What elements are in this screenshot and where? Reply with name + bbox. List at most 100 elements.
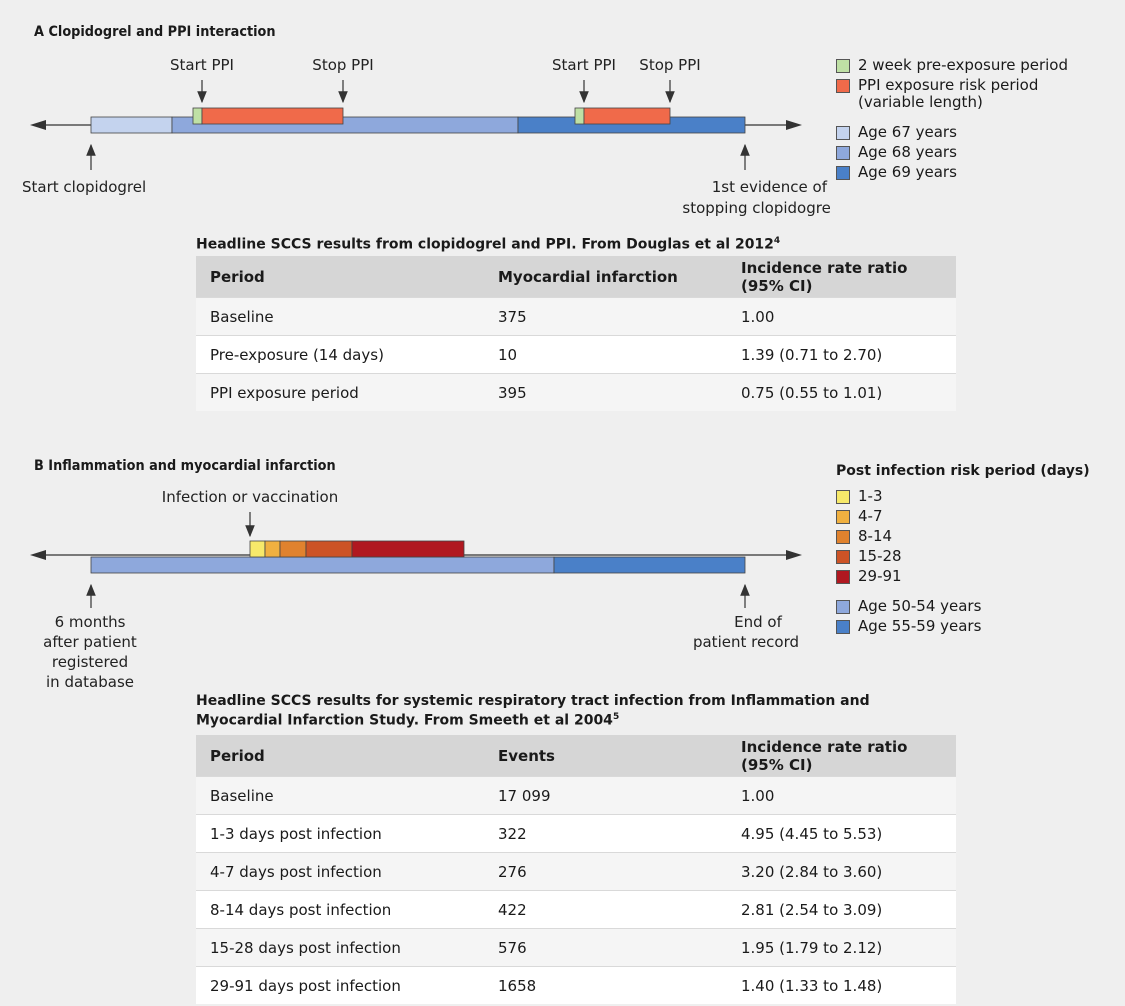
ppi-exposure-bar-2 bbox=[583, 107, 671, 125]
legend-label: Age 68 years bbox=[858, 143, 957, 161]
table-b-title: Headline SCCS results for systemic respi… bbox=[196, 693, 870, 729]
cell-count: 375 bbox=[484, 297, 727, 336]
legend-item-4-7: 4-7 bbox=[836, 505, 1090, 525]
legend-label: 2 week pre-exposure period bbox=[858, 56, 1068, 74]
stop-clopidogrel-label-line1: 1st evidence of bbox=[712, 178, 828, 196]
cell-period: Baseline bbox=[196, 297, 484, 336]
cell-irr: 4.95 (4.45 to 5.53) bbox=[727, 814, 956, 853]
legend-b: Post infection risk period (days) 1-3 4-… bbox=[836, 460, 1090, 635]
infection-label: Infection or vaccination bbox=[162, 488, 338, 506]
col-header-period: Period bbox=[196, 256, 484, 298]
timeline-b: Infection or vaccination 6 months after … bbox=[30, 488, 802, 691]
risk-1-3-swatch bbox=[836, 490, 850, 504]
table-a: Period Myocardial infarction Incidence r… bbox=[196, 256, 956, 411]
start-ppi-1-label: Start PPI bbox=[170, 56, 234, 74]
legend-item-29-91: 29-91 bbox=[836, 565, 1090, 585]
table-row: 15-28 days post infection 576 1.95 (1.79… bbox=[196, 928, 956, 967]
legend-label: 1-3 bbox=[858, 487, 883, 505]
legend-item-15-28: 15-28 bbox=[836, 545, 1090, 565]
table-header-row: Period Events Incidence rate ratio (95% … bbox=[196, 735, 956, 777]
record-start-label-line2: after patient bbox=[43, 633, 137, 651]
ppi-exposure-swatch bbox=[836, 79, 850, 93]
legend-label: PPI exposure risk period (variable lengt… bbox=[858, 76, 1039, 111]
record-start-label-line1: 6 months bbox=[55, 613, 126, 631]
risk-8-14-bar bbox=[279, 540, 307, 558]
record-end-label-line2: patient record bbox=[693, 633, 799, 651]
legend-label: Age 69 years bbox=[858, 163, 957, 181]
risk-4-7-bar bbox=[264, 540, 281, 558]
legend-item-ppi-exposure: PPI exposure risk period (variable lengt… bbox=[836, 74, 1068, 111]
col-header-irr: Incidence rate ratio (95% CI) bbox=[727, 256, 956, 298]
legend-a: 2 week pre-exposure period PPI exposure … bbox=[836, 54, 1068, 181]
legend-label: Age 55-59 years bbox=[858, 617, 982, 635]
table-b-title-line2: Myocardial Infarction Study. From Smeeth… bbox=[196, 712, 613, 729]
stop-ppi-1-label: Stop PPI bbox=[312, 56, 373, 74]
risk-1-3-bar bbox=[249, 540, 266, 558]
cell-period: 29-91 days post infection bbox=[196, 966, 484, 1004]
record-end-label-line1: End of bbox=[734, 613, 782, 631]
age-67-bar bbox=[90, 116, 173, 134]
legend-item-age-55-59: Age 55-59 years bbox=[836, 615, 1090, 635]
cell-period: 1-3 days post infection bbox=[196, 814, 484, 853]
start-ppi-2-label: Start PPI bbox=[552, 56, 616, 74]
record-start-label-line3: registered bbox=[52, 653, 128, 671]
cell-irr: 2.81 (2.54 to 3.09) bbox=[727, 890, 956, 929]
cell-period: PPI exposure period bbox=[196, 373, 484, 411]
cell-count: 1658 bbox=[484, 966, 727, 1004]
record-start-label-line4: in database bbox=[46, 673, 134, 691]
cell-irr: 1.95 (1.79 to 2.12) bbox=[727, 928, 956, 967]
cell-period: 15-28 days post infection bbox=[196, 928, 484, 967]
pre-exposure-bar-2 bbox=[574, 107, 585, 125]
risk-15-28-swatch bbox=[836, 550, 850, 564]
age-55-59-swatch bbox=[836, 620, 850, 634]
col-header-irr: Incidence rate ratio (95% CI) bbox=[727, 735, 956, 777]
ppi-exposure-bar-1 bbox=[201, 107, 344, 125]
cell-irr: 1.00 bbox=[727, 776, 956, 815]
cell-count: 395 bbox=[484, 373, 727, 411]
section-a-title: A Clopidogrel and PPI interaction bbox=[34, 24, 276, 40]
table-a-title-text: Headline SCCS results from clopidogrel a… bbox=[196, 236, 774, 253]
legend-label: 29-91 bbox=[858, 567, 902, 585]
table-row: Baseline 375 1.00 bbox=[196, 297, 956, 336]
cell-period: Pre-exposure (14 days) bbox=[196, 335, 484, 374]
table-a-title: Headline SCCS results from clopidogrel a… bbox=[196, 233, 780, 253]
axis-left-arrow bbox=[30, 550, 46, 560]
legend-label: 4-7 bbox=[858, 507, 883, 525]
start-clopidogrel-label: Start clopidogrel bbox=[22, 178, 146, 196]
timeline-a: Start PPI Stop PPI Start PPI Stop PPI St… bbox=[22, 56, 830, 217]
table-row: PPI exposure period 395 0.75 (0.55 to 1.… bbox=[196, 373, 956, 411]
axis-right-arrow bbox=[786, 120, 802, 130]
col-header-mi: Myocardial infarction bbox=[484, 256, 727, 298]
age-50-54-bar bbox=[90, 556, 555, 574]
cell-count: 276 bbox=[484, 852, 727, 891]
cell-period: Baseline bbox=[196, 776, 484, 815]
cell-period: 4-7 days post infection bbox=[196, 852, 484, 891]
legend-item-8-14: 8-14 bbox=[836, 525, 1090, 545]
table-row: Baseline 17 099 1.00 bbox=[196, 776, 956, 815]
legend-item-pre-exposure: 2 week pre-exposure period bbox=[836, 54, 1068, 74]
risk-8-14-swatch bbox=[836, 530, 850, 544]
axis-right-arrow bbox=[786, 550, 802, 560]
table-row: 1-3 days post infection 322 4.95 (4.45 t… bbox=[196, 814, 956, 853]
table-row: Pre-exposure (14 days) 10 1.39 (0.71 to … bbox=[196, 335, 956, 374]
section-b-title: B Inflammation and myocardial infarction bbox=[34, 458, 336, 474]
table-row: 8-14 days post infection 422 2.81 (2.54 … bbox=[196, 890, 956, 929]
age-68-swatch bbox=[836, 146, 850, 160]
risk-4-7-swatch bbox=[836, 510, 850, 524]
table-header-row: Period Myocardial infarction Incidence r… bbox=[196, 256, 956, 298]
cell-period: 8-14 days post infection bbox=[196, 890, 484, 929]
table-row: 29-91 days post infection 1658 1.40 (1.3… bbox=[196, 966, 956, 1004]
axis-left-arrow bbox=[30, 120, 46, 130]
cell-irr: 1.39 (0.71 to 2.70) bbox=[727, 335, 956, 374]
cell-irr: 1.00 bbox=[727, 297, 956, 336]
col-header-period: Period bbox=[196, 735, 484, 777]
legend-label: Age 67 years bbox=[858, 123, 957, 141]
cell-count: 576 bbox=[484, 928, 727, 967]
legend-label: 8-14 bbox=[858, 527, 893, 545]
legend-item-1-3: 1-3 bbox=[836, 485, 1090, 505]
legend-item-age-67: Age 67 years bbox=[836, 121, 1068, 141]
table-b-ref: 5 bbox=[612, 712, 620, 722]
cell-count: 10 bbox=[484, 335, 727, 374]
table-a-ref: 4 bbox=[773, 236, 781, 246]
cell-irr: 1.40 (1.33 to 1.48) bbox=[727, 966, 956, 1004]
